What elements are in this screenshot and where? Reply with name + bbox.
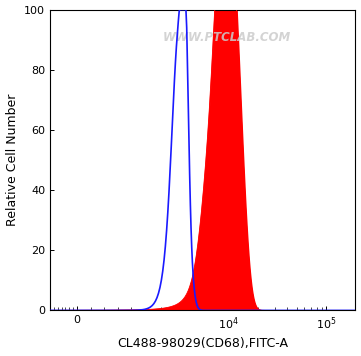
Text: WWW.PTCLAB.COM: WWW.PTCLAB.COM (163, 31, 291, 44)
Y-axis label: Relative Cell Number: Relative Cell Number (5, 94, 18, 226)
X-axis label: CL488-98029(CD68),FITC-A: CL488-98029(CD68),FITC-A (117, 337, 288, 350)
